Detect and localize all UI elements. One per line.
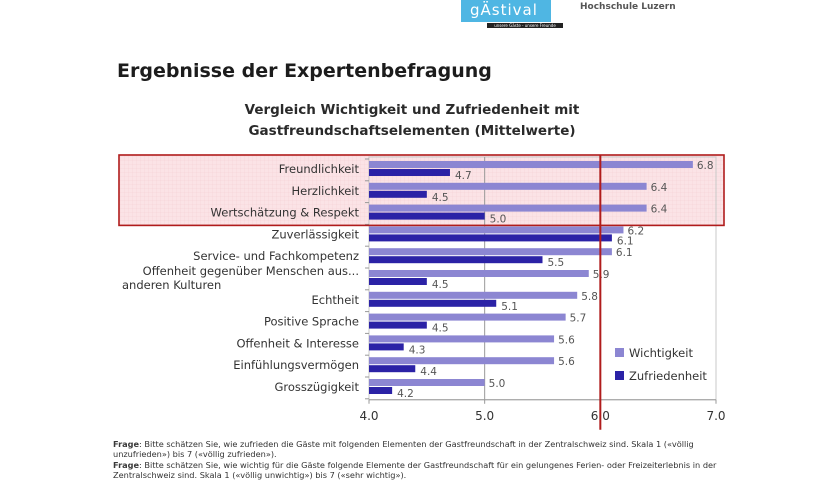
footnote-label: Frage — [113, 459, 140, 470]
category-label: Freundlichkeit — [279, 162, 360, 176]
data-label-zufriedenheit: 4.5 — [432, 279, 449, 291]
data-label-zufriedenheit: 4.7 — [455, 170, 472, 182]
category-label: Einfühlungsvermögen — [233, 358, 359, 372]
bar-zufriedenheit — [369, 321, 427, 329]
gastival-logo — [461, 0, 551, 22]
data-label-zufriedenheit: 4.5 — [432, 192, 449, 204]
data-label-wichtigkeit: 6.1 — [616, 247, 633, 259]
data-label-wichtigkeit: 5.6 — [558, 334, 575, 346]
category-label: Wertschätzung & Respekt — [211, 206, 360, 220]
legend-swatch-wichtigkeit — [615, 348, 624, 357]
chart-title: Vergleich Wichtigkeit und Zufriedenheit … — [220, 100, 604, 142]
bar-zufriedenheit — [369, 234, 612, 242]
category-label: Offenheit gegenüber Menschen aus... — [143, 264, 359, 278]
category-label: Offenheit & Interesse — [236, 336, 359, 350]
footnote-text: : Bitte schätzen Sie, wie zufrieden die … — [113, 439, 694, 460]
category-label: Grosszügigkeit — [274, 380, 359, 394]
page-title: Ergebnisse der Expertenbefragung — [117, 60, 492, 82]
bar-wichtigkeit — [369, 335, 555, 343]
institution-name: Hochschule Luzern — [580, 2, 676, 12]
data-label-wichtigkeit: 5.0 — [489, 378, 506, 390]
data-label-zufriedenheit: 4.3 — [409, 344, 426, 356]
bar-wichtigkeit — [369, 291, 578, 299]
data-label-wichtigkeit: 6.4 — [651, 204, 668, 216]
data-label-zufriedenheit: 4.4 — [420, 366, 437, 378]
bar-zufriedenheit — [369, 387, 393, 394]
legend-swatch-zufriedenheit — [615, 371, 624, 380]
legend-label-wichtigkeit: Wichtigkeit — [629, 346, 693, 360]
data-label-zufriedenheit: 6.1 — [617, 235, 634, 247]
footnote-2: Frage: Bitte schätzen Sie, wie wichtig f… — [113, 460, 753, 481]
legend-label-zufriedenheit: Zufriedenheit — [629, 369, 707, 383]
bar-wichtigkeit — [369, 226, 624, 234]
bar-wichtigkeit — [369, 270, 589, 277]
footnote-1: Frage: Bitte schätzen Sie, wie zufrieden… — [113, 439, 753, 460]
data-label-zufriedenheit: 5.5 — [548, 257, 565, 269]
data-label-zufriedenheit: 5.0 — [490, 214, 507, 226]
x-tick-label: 7.0 — [706, 409, 725, 423]
bar-wichtigkeit — [369, 379, 485, 386]
bar-wichtigkeit — [369, 182, 647, 190]
chart-title-line-2: Gastfreundschaftselementen (Mittelwerte) — [248, 123, 576, 139]
data-label-wichtigkeit: 5.6 — [558, 356, 575, 368]
category-label: Service- und Fachkompetenz — [193, 249, 359, 263]
bar-zufriedenheit — [369, 169, 450, 176]
bar-wichtigkeit — [369, 204, 647, 212]
gastival-logo-tagline: unsere Gäste - unsere Freunde — [487, 23, 563, 28]
data-label-zufriedenheit: 5.1 — [501, 301, 518, 313]
bar-zufriedenheit — [369, 365, 416, 373]
bar-wichtigkeit — [369, 313, 566, 321]
category-label: Herzlichkeit — [291, 184, 359, 198]
bar-wichtigkeit — [369, 161, 693, 168]
x-tick-label: 5.0 — [475, 409, 494, 423]
data-label-wichtigkeit: 5.8 — [581, 291, 598, 303]
footnotes: Frage: Bitte schätzen Sie, wie zufrieden… — [113, 439, 753, 480]
bar-wichtigkeit — [369, 248, 612, 256]
data-label-wichtigkeit: 6.2 — [627, 225, 644, 237]
highlight-box — [118, 154, 725, 227]
category-label: Positive Sprache — [264, 315, 359, 329]
data-label-wichtigkeit: 5.7 — [570, 313, 587, 325]
bar-wichtigkeit — [369, 357, 555, 365]
bar-zufriedenheit — [369, 343, 404, 351]
gastival-logo-text: gÄstival — [470, 1, 538, 19]
bar-zufriedenheit — [369, 190, 427, 198]
footnote-label: Frage — [113, 439, 140, 449]
data-label-wichtigkeit: 6.4 — [651, 182, 668, 194]
data-label-wichtigkeit: 6.8 — [697, 160, 714, 172]
data-label-zufriedenheit: 4.2 — [397, 388, 414, 400]
x-tick-label: 4.0 — [359, 409, 378, 423]
bar-zufriedenheit — [369, 212, 485, 220]
chart-title-line-1: Vergleich Wichtigkeit und Zufriedenheit … — [244, 102, 580, 118]
bar-zufriedenheit — [369, 256, 543, 264]
category-label-continuation: anderen Kulturen — [122, 278, 221, 292]
bar-zufriedenheit — [369, 278, 427, 285]
data-label-zufriedenheit: 4.5 — [432, 323, 449, 335]
footnote-text: : Bitte schätzen Sie, wie wichtig für di… — [113, 459, 717, 480]
category-label: Zuverlässigkeit — [271, 227, 359, 241]
category-label: Echtheit — [312, 293, 360, 307]
bar-zufriedenheit — [369, 299, 497, 307]
